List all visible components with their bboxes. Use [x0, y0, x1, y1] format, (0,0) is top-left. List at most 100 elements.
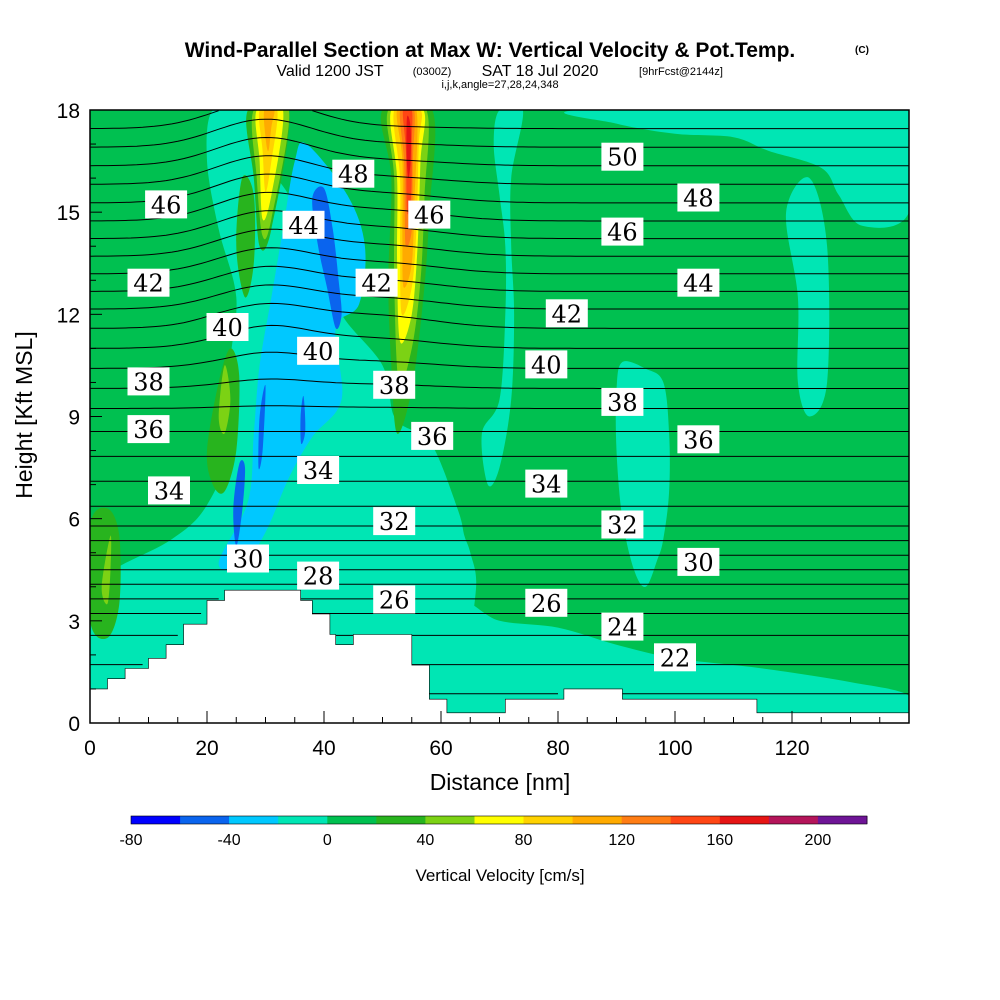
contour-label-box: [408, 200, 451, 229]
contour-label-box: [206, 313, 249, 341]
x-tick-label: 40: [312, 737, 335, 760]
terrain: [89, 589, 910, 724]
contour-label-text: 38: [133, 368, 164, 396]
velocity-region-3: [564, 110, 909, 228]
colorbar-swatch: [180, 816, 230, 824]
contour-label-box: [601, 612, 644, 641]
colorbar-tick-label: 120: [608, 832, 635, 849]
contour-label: 34: [148, 476, 190, 505]
contour-label-box: [545, 299, 588, 328]
contour-label-text: 40: [303, 338, 334, 366]
contour-label-box: [677, 425, 720, 454]
contour-label-box: [677, 183, 720, 212]
contour-label-box: [148, 476, 190, 505]
contour-label-box: [127, 268, 170, 297]
contour-label: 26: [373, 585, 416, 614]
contour-label: 28: [297, 561, 340, 591]
y-tick-label: 0: [68, 713, 80, 736]
y-tick-label: 6: [68, 509, 80, 532]
contour-label-text: 34: [303, 457, 334, 485]
contour-label-box: [127, 415, 170, 444]
colorbar-swatch: [572, 816, 623, 824]
colorbar-tick-label: 0: [323, 832, 332, 849]
theta-contour-50: [90, 118, 909, 148]
contour-label: 44: [677, 268, 720, 298]
contour-label-box: [677, 268, 720, 297]
x-tick-label: 0: [84, 737, 96, 760]
y-tick-label: 3: [68, 611, 80, 634]
contour-label-text: 50: [607, 144, 638, 172]
colorbar-frame: [130, 815, 868, 825]
contour-label-box: [297, 456, 340, 484]
contour-label: 48: [332, 159, 375, 189]
colorbar-swatch: [425, 816, 475, 824]
x-tick-label: 80: [546, 737, 569, 760]
contour-label-box: [654, 643, 696, 672]
contour-label-box: [373, 507, 416, 536]
potential-temperature-contours: [90, 110, 909, 695]
contour-label-text: 40: [531, 351, 562, 379]
contour-label: 36: [677, 425, 720, 454]
contour-label-box: [525, 350, 568, 379]
contour-label: 38: [127, 367, 170, 396]
contour-label: 44: [282, 210, 325, 240]
colorbar-tick-label: 160: [706, 832, 733, 849]
contour-label-box: [355, 268, 398, 297]
theta-contour-36: [90, 405, 909, 409]
contour-label-box: [601, 142, 644, 171]
contour-label: 24: [601, 612, 644, 642]
contour-label-text: 38: [607, 389, 638, 417]
contour-label: 32: [601, 510, 644, 540]
contour-label-box: [282, 210, 325, 239]
contour-label-box: [297, 561, 340, 590]
contour-label: 32: [373, 507, 416, 536]
contour-label-text: 44: [683, 270, 714, 298]
velocity-region-29: [406, 115, 411, 179]
contour-label: 40: [297, 336, 340, 366]
contour-label-text: 48: [683, 185, 714, 213]
contour-label: 50: [601, 142, 644, 172]
contour-label: 30: [227, 544, 269, 574]
theta-contour-45: [90, 210, 909, 240]
colorbar-swatch: [719, 816, 770, 824]
y-axis: 0 3 6 9 12 15 18: [57, 100, 102, 736]
colorbar: -80 -40 0 40 80 120 160 200: [119, 815, 868, 849]
contour-label: 34: [297, 456, 340, 485]
contour-label: 26: [525, 588, 568, 618]
colorbar-tick-label: -80: [119, 832, 142, 849]
colorbar-label: Vertical Velocity [cm/s]: [415, 866, 584, 885]
y-tick-label: 9: [68, 407, 80, 430]
contour-label-text: 24: [607, 614, 638, 642]
contour-label-text: 34: [154, 477, 185, 505]
theta-contour-41: [90, 284, 909, 310]
contour-label-text: 38: [379, 372, 410, 400]
contour-label-text: 42: [361, 270, 392, 298]
contour-label-text: 42: [133, 270, 164, 298]
theta-contour-38: [90, 351, 909, 369]
colorbar-tick-label: 40: [417, 832, 435, 849]
contour-label-text: 46: [414, 202, 445, 230]
contour-label: 38: [601, 387, 644, 417]
contour-label-box: [525, 588, 568, 617]
contour-label: 46: [601, 217, 644, 247]
x-axis-label: Distance [nm]: [430, 769, 571, 795]
velocity-region-4: [785, 177, 830, 417]
theta-contour-46: [90, 191, 909, 222]
contour-label-box: [373, 370, 416, 399]
valid-date-label: SAT 18 Jul 2020: [482, 63, 599, 80]
colorbar-swatch: [327, 816, 377, 824]
contour-label-box: [411, 421, 454, 450]
contour-label-text: 36: [133, 416, 164, 444]
colorbar-swatch: [621, 816, 672, 824]
theta-contour-44: [90, 228, 909, 257]
contour-label: 46: [408, 200, 451, 230]
contour-label: 40: [206, 313, 249, 342]
forecast-label: [9hrFcst@2144z]: [639, 66, 723, 78]
x-tick-label: 120: [774, 737, 809, 760]
contour-label-text: 30: [233, 546, 264, 574]
contour-label: 42: [545, 299, 588, 328]
chart-title-block: Wind-Parallel Section at Max W: Vertical…: [185, 39, 869, 91]
theta-contour-37: [90, 378, 909, 389]
colorbar-swatch: [523, 816, 574, 824]
